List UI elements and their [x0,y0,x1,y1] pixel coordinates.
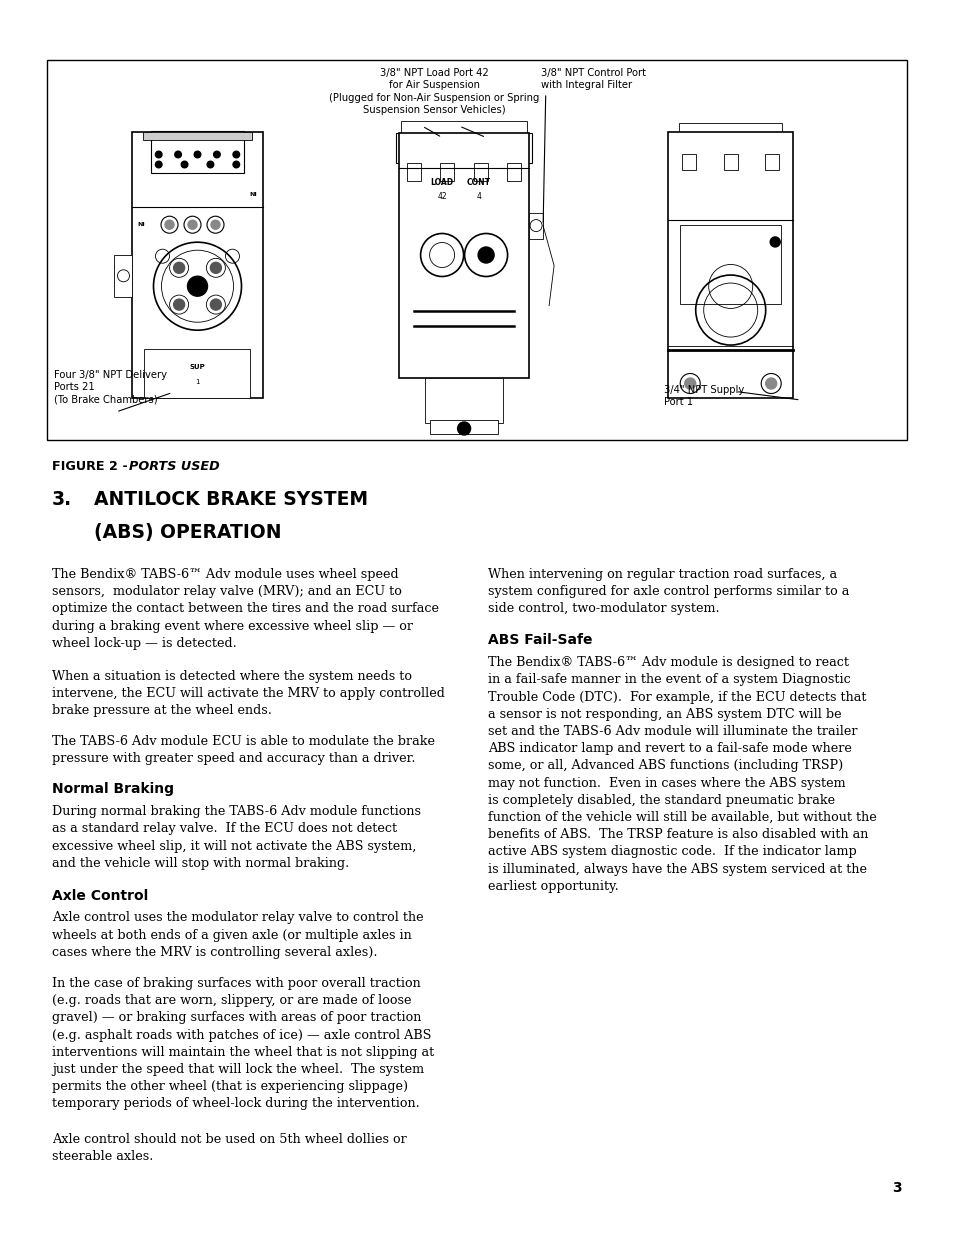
Text: Normal Braking: Normal Braking [52,783,173,797]
Circle shape [188,277,208,296]
Text: During normal braking the TABS-6 Adv module functions
as a standard relay valve.: During normal braking the TABS-6 Adv mod… [52,805,420,869]
Text: 1: 1 [195,378,199,384]
Text: 42: 42 [436,191,446,201]
Circle shape [174,151,181,158]
Text: In the case of braking surfaces with poor overall traction
(e.g. roads that are : In the case of braking surfaces with poo… [52,977,434,1110]
Circle shape [213,151,220,158]
Circle shape [165,220,173,230]
Text: ABS Fail-Safe: ABS Fail-Safe [488,634,592,647]
Circle shape [684,378,695,389]
Circle shape [457,422,470,435]
Text: 3.: 3. [52,490,72,509]
Bar [114,254,132,296]
Circle shape [769,237,780,247]
Bar [679,122,781,132]
Text: NI: NI [250,193,257,198]
Circle shape [155,151,162,158]
Circle shape [155,162,162,168]
Circle shape [211,262,221,273]
Text: ANTILOCK BRAKE SYSTEM: ANTILOCK BRAKE SYSTEM [94,490,368,509]
Text: Axle control should not be used on 5th wheel dollies or
steerable axles.: Axle control should not be used on 5th w… [52,1132,406,1163]
Text: 3: 3 [891,1181,901,1195]
Bar [681,154,696,169]
Circle shape [207,162,213,168]
Bar [132,132,262,398]
Circle shape [233,151,239,158]
Bar [667,132,792,398]
Text: CONT: CONT [467,178,491,186]
Circle shape [765,378,776,389]
Bar [430,420,497,435]
Text: (ABS) OPERATION: (ABS) OPERATION [94,522,281,542]
Circle shape [477,247,494,263]
Bar [674,132,786,154]
Bar [400,121,527,132]
Text: The Bendix® TABS-6™ Adv module uses wheel speed
sensors,  modulator relay valve : The Bendix® TABS-6™ Adv module uses whee… [52,568,438,650]
Circle shape [211,220,220,230]
Text: The Bendix® TABS-6™ Adv module is designed to react
in a fail-safe manner in the: The Bendix® TABS-6™ Adv module is design… [488,656,876,893]
Bar [723,154,737,169]
Bar [474,163,487,180]
Circle shape [211,299,221,310]
Circle shape [188,220,196,230]
Text: Axle Control: Axle Control [52,889,148,903]
Text: When a situation is detected where the system needs to
intervene, the ECU will a: When a situation is detected where the s… [52,669,444,718]
Circle shape [181,162,188,168]
Bar [47,61,906,440]
Text: PORTS USED: PORTS USED [129,459,219,473]
Bar [425,378,502,422]
Text: LOAD: LOAD [430,178,454,186]
Bar [395,132,532,163]
Text: SUP: SUP [190,364,205,370]
Circle shape [173,262,185,273]
Text: 4: 4 [476,191,481,201]
Bar [764,154,779,169]
Bar [398,132,529,378]
Bar [151,131,244,173]
Bar [406,163,420,180]
Bar [144,350,251,398]
Bar [679,225,781,305]
Text: The TABS-6 Adv module ECU is able to modulate the brake
pressure with greater sp: The TABS-6 Adv module ECU is able to mod… [52,735,435,766]
Text: 3/8" NPT Load Port 42
for Air Suspension
(Plugged for Non-Air Suspension or Spri: 3/8" NPT Load Port 42 for Air Suspension… [329,68,538,115]
Circle shape [194,151,200,158]
Text: Axle control uses the modulator relay valve to control the
wheels at both ends o: Axle control uses the modulator relay va… [52,911,423,958]
Bar [529,212,542,238]
Text: Four 3/8" NPT Delivery
Ports 21
(To Brake Chambers): Four 3/8" NPT Delivery Ports 21 (To Brak… [54,370,167,405]
Circle shape [173,299,185,310]
Circle shape [233,162,239,168]
Bar [507,163,520,180]
Text: FIGURE 2 -: FIGURE 2 - [52,459,132,473]
Text: NI: NI [137,222,145,227]
Bar [143,132,252,140]
Text: 3/8" NPT Control Port
with Integral Filter: 3/8" NPT Control Port with Integral Filt… [540,68,645,90]
Text: When intervening on regular traction road surfaces, a
system configured for axle: When intervening on regular traction roa… [488,568,848,615]
Text: 3/4" NPT Supply
Port 1: 3/4" NPT Supply Port 1 [663,385,743,408]
Bar [440,163,454,180]
